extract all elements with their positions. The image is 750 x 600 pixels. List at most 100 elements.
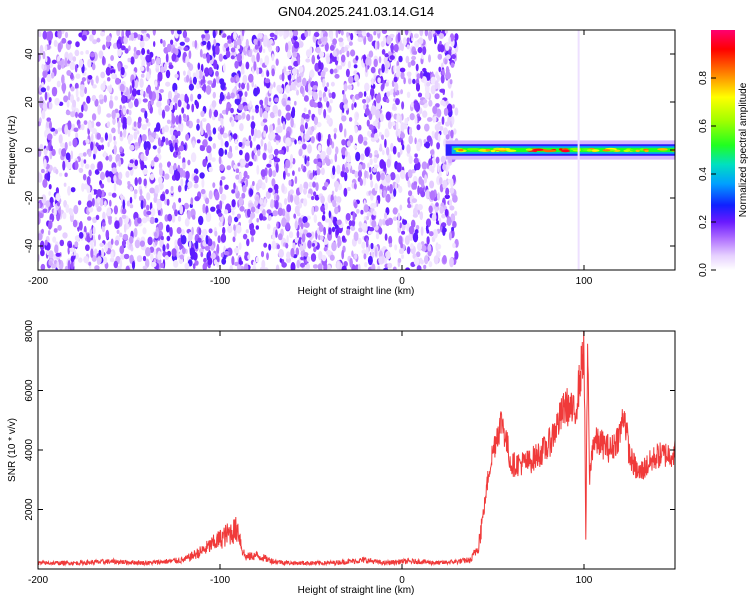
heatmap-noise-cell	[304, 122, 308, 130]
heatmap-noise-cell	[100, 71, 106, 79]
signal-hotspot	[561, 149, 570, 153]
heatmap-noise-cell	[413, 33, 419, 39]
heatmap-noise-cell	[54, 244, 59, 254]
heatmap-noise-cell	[416, 265, 422, 270]
heatmap-noise-cell	[174, 239, 178, 248]
heatmap-noise-cell	[356, 112, 359, 118]
heatmap-noise-cell	[224, 141, 229, 148]
heatmap-noise-cell	[95, 75, 99, 84]
heatmap-noise-cell	[223, 93, 227, 101]
heatmap-noise-cell	[203, 67, 210, 77]
heatmap-noise-cell	[164, 173, 170, 180]
heatmap-noise-cell	[393, 64, 396, 73]
heatmap-noise-cell	[379, 75, 384, 84]
heatmap-noise-cell	[67, 246, 70, 255]
heatmap-noise-cell	[424, 174, 427, 184]
heatmap-noise-cell	[423, 139, 427, 144]
heatmap-noise-cell	[98, 234, 101, 241]
heatmap-noise-cell	[123, 64, 129, 70]
heatmap-noise-cell	[227, 225, 233, 234]
heatmap-noise-cell	[202, 203, 206, 214]
heatmap-noise-cell	[323, 237, 328, 245]
heatmap-noise-cell	[329, 254, 335, 261]
heatmap-noise-cell	[187, 61, 191, 68]
heatmap-noise-cell	[190, 152, 197, 163]
heatmap-noise-cell	[368, 57, 372, 67]
heatmap-noise-cell	[244, 263, 249, 270]
heatmap-noise-cell	[328, 105, 332, 113]
heatmap-noise-cell	[246, 238, 250, 247]
heatmap-noise-cell	[250, 121, 256, 130]
heatmap-noise-cell	[367, 255, 373, 266]
heatmap-noise-cell	[313, 247, 317, 253]
heatmap-noise-cell	[366, 104, 369, 109]
heatmap-noise-cell	[88, 206, 94, 213]
heatmap-noise-cell	[131, 79, 135, 89]
heatmap-noise-cell	[51, 59, 57, 64]
heatmap-noise-cell	[403, 77, 406, 85]
heatmap-noise-cell	[418, 37, 424, 45]
heatmap-noise-cell	[126, 115, 132, 126]
heatmap-noise-cell	[212, 143, 216, 149]
heatmap-noise-cell	[242, 74, 248, 84]
heatmap-noise-cell	[238, 256, 242, 267]
heatmap-noise-cell	[305, 160, 310, 167]
heatmap-noise-cell	[404, 118, 408, 125]
heatmap-noise-cell	[252, 180, 255, 187]
heatmap-noise-cell	[305, 49, 311, 58]
heatmap-noise-cell	[421, 161, 428, 170]
heatmap-noise-cell	[105, 155, 109, 161]
heatmap-noise-cell	[200, 110, 205, 118]
heatmap-noise-cell	[133, 131, 138, 140]
heatmap-noise-cell	[307, 239, 312, 249]
heatmap-noise-cell	[62, 232, 68, 239]
heatmap-noise-cell	[375, 94, 381, 104]
heatmap-noise-cell	[262, 110, 269, 120]
heatmap-noise-cell	[186, 74, 190, 83]
heatmap-noise-cell	[384, 212, 388, 220]
heatmap-noise-cell	[425, 225, 429, 232]
heatmap-noise-cell	[442, 163, 446, 171]
heatmap-noise-cell	[312, 169, 315, 178]
heatmap-noise-cell	[198, 215, 204, 226]
heatmap-noise-cell	[129, 186, 134, 192]
heatmap-noise-cell	[298, 140, 302, 145]
heatmap-noise-cell	[165, 137, 169, 146]
heatmap-noise-cell	[316, 161, 322, 167]
heatmap-noise-cell	[239, 149, 243, 156]
heatmap-noise-cell	[174, 42, 178, 47]
heatmap-noise-cell	[325, 218, 330, 223]
heatmap-noise-cell	[188, 50, 192, 60]
heatmap-noise-cell	[257, 40, 261, 47]
heatmap-noise-cell	[219, 127, 224, 135]
heatmap-noise-cell	[38, 31, 42, 38]
heatmap-noise-cell	[157, 71, 163, 82]
heatmap-noise-cell	[368, 152, 373, 158]
heatmap-noise-cell	[242, 112, 246, 119]
heatmap-noise-cell	[348, 41, 353, 46]
heatmap-noise-cell	[364, 170, 367, 179]
heatmap-noise-cell	[109, 84, 112, 94]
heatmap-noise-cell	[407, 180, 411, 185]
heatmap-noise-cell	[235, 75, 240, 82]
heatmap-noise-cell	[150, 253, 154, 262]
heatmap-noise-cell	[146, 65, 149, 72]
heatmap-noise-cell	[95, 121, 101, 127]
heatmap-noise-cell	[395, 121, 399, 132]
heatmap-noise-cell	[87, 75, 93, 80]
heatmap-noise-cell	[241, 69, 245, 75]
heatmap-noise-cell	[276, 244, 280, 250]
heatmap-noise-cell	[46, 120, 50, 129]
heatmap-noise-cell	[66, 100, 70, 108]
heatmap-noise-cell	[200, 79, 203, 86]
heatmap-noise-cell	[119, 245, 125, 254]
heatmap-noise-cell	[204, 132, 208, 139]
heatmap-noise-cell	[352, 211, 356, 221]
heatmap-noise-cell	[262, 152, 267, 161]
heatmap-noise-cell	[183, 100, 187, 109]
heatmap-noise-cell	[341, 115, 347, 122]
heatmap-noise-cell	[309, 130, 313, 135]
heatmap-noise-cell	[56, 260, 60, 269]
heatmap-noise-cell	[271, 53, 275, 61]
heatmap-noise-cell	[441, 222, 447, 228]
